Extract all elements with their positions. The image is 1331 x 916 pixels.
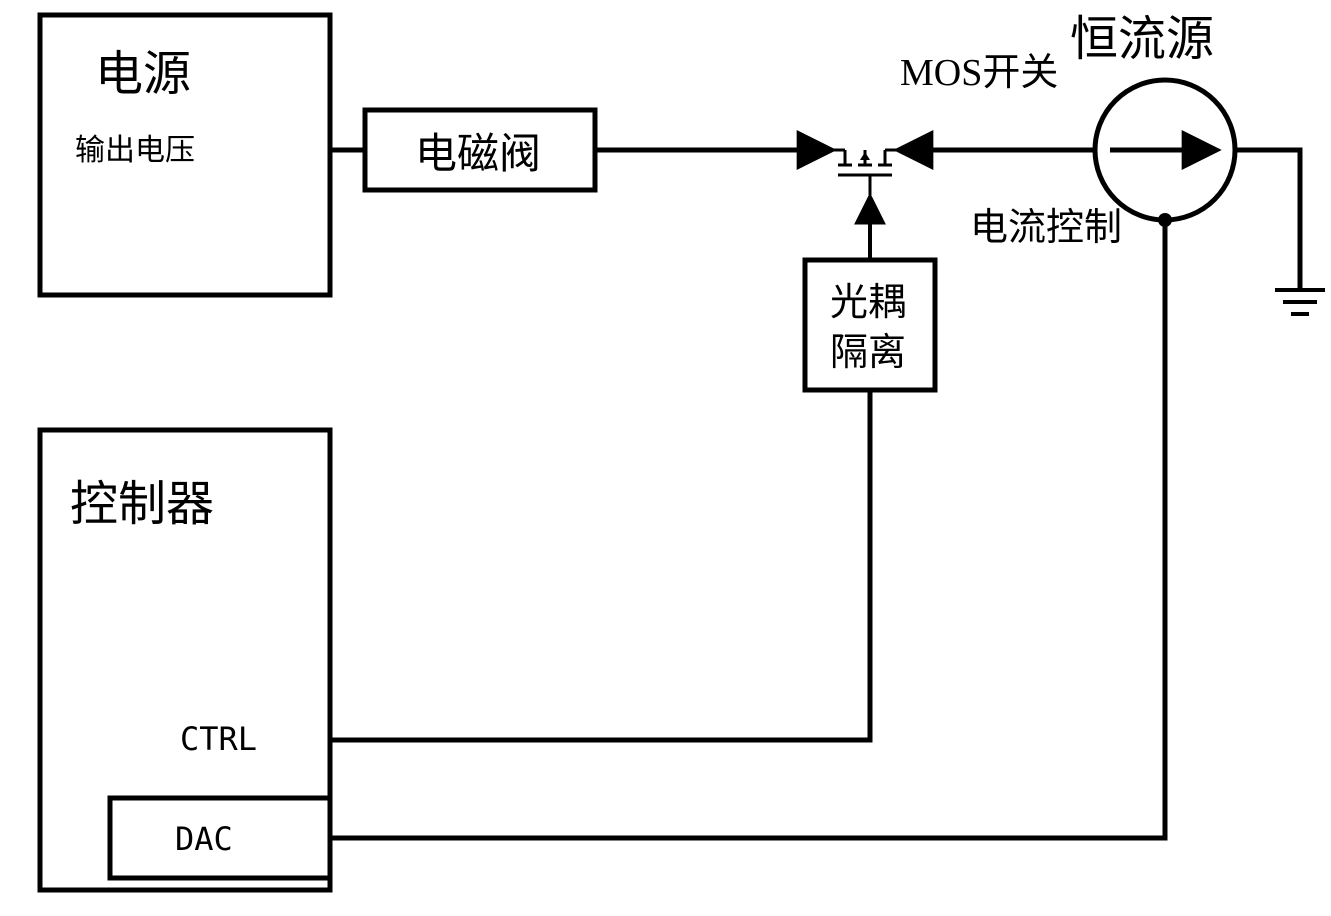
ground-icon [1275,290,1325,314]
block-diagram: 电源 输出电压 电磁阀 光耦 隔离 控制器 CTRL DAC 恒流源 MOS开关… [0,0,1331,916]
power-block: 电源 输出电压 [40,15,330,295]
opto-block: 光耦 隔离 [805,260,935,390]
ctrl-label: CTRL [180,720,257,758]
opto-line2: 隔离 [830,332,906,374]
junction-dot [1158,213,1172,227]
wire-src-gnd [1235,150,1300,290]
wire-ctrl-opto [330,390,870,740]
current-source-block: 恒流源 [1070,13,1235,220]
controller-block: 控制器 CTRL DAC [40,430,330,890]
current-ctrl-label: 电流控制 [970,207,1122,249]
power-subtitle: 输出电压 [75,134,195,167]
mos-switch-label: MOS开关 [900,52,1058,94]
valve-block: 电磁阀 [365,110,595,190]
valve-title: 电磁阀 [415,132,541,178]
power-title: 电源 [95,48,191,101]
current-source-title: 恒流源 [1070,13,1214,66]
controller-title: 控制器 [70,478,214,531]
wire-dac-src [330,220,1165,838]
opto-line1: 光耦 [830,282,906,324]
dac-label: DAC [175,820,233,858]
mosfet-icon [830,150,900,195]
